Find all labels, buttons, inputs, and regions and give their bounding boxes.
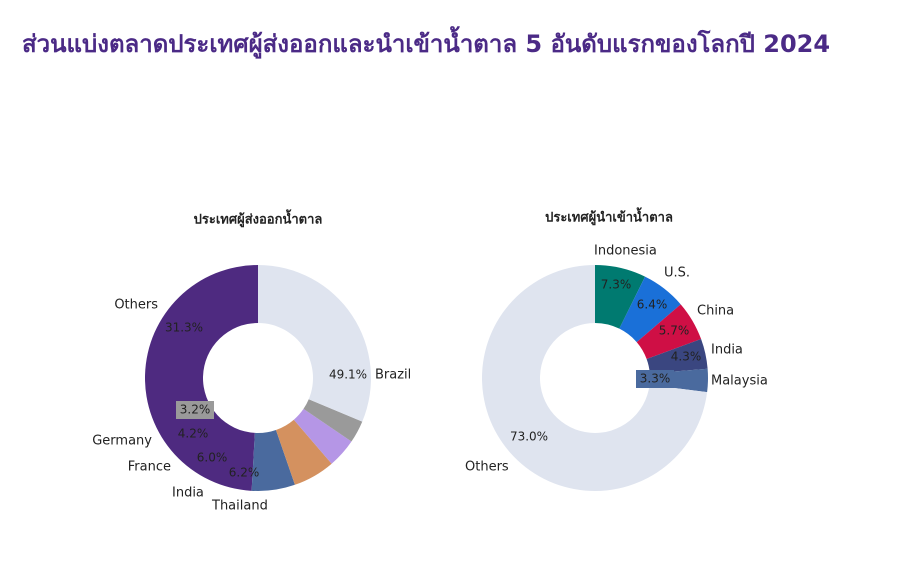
slice-label-others: Others [465, 460, 509, 475]
value-label-box [636, 370, 674, 388]
value-label-india: 4.3% [671, 350, 702, 364]
pie-slice-indonesia [595, 265, 646, 329]
slice-label-brazil: Brazil [375, 368, 411, 383]
slice-label-malaysia: Malaysia [711, 374, 768, 389]
value-label-france: 4.2% [178, 427, 209, 441]
slice-label-others: Others [114, 298, 158, 313]
pie-slice-india [646, 339, 708, 374]
slice-label-thailand: Thailand [211, 499, 268, 514]
value-label-u-s: 6.4% [637, 298, 668, 312]
value-label-germany: 3.2% [180, 403, 211, 417]
pie-slice-others [258, 265, 371, 422]
value-label-india: 6.0% [197, 451, 228, 465]
pie-slice-germany [303, 399, 363, 442]
import-donut-chart: ประเทศผู้นำเข้าน้ำตาล 7.3% Indonesia 6.4% U.… [465, 207, 768, 492]
slice-label-france: France [128, 460, 171, 475]
value-label-china: 5.7% [659, 324, 690, 338]
slice-label-india: India [172, 486, 204, 501]
slice-label-u-s: U.S. [664, 266, 690, 281]
pie-slice-thailand [251, 429, 295, 491]
pie-slice-brazil [145, 265, 258, 491]
pie-slice-india [275, 419, 332, 485]
chart-title: ประเทศผู้ส่งออกน้ำตาล [194, 209, 323, 228]
value-label-others: 31.3% [165, 321, 203, 335]
slice-label-indonesia: Indonesia [594, 244, 657, 259]
value-label-malaysia: 3.3% [640, 372, 671, 386]
slice-label-india: India [711, 343, 743, 358]
chart-title: ประเทศผู้นำเข้าน้ำตาล [545, 207, 673, 226]
value-label-thailand: 6.2% [229, 466, 260, 480]
slice-label-germany: Germany [92, 434, 152, 449]
value-label-brazil: 49.1% [329, 368, 367, 382]
value-label-indonesia: 7.3% [601, 278, 632, 292]
pie-slice-u-s [619, 276, 681, 343]
pie-slice-france [293, 408, 352, 464]
export-donut-chart: ประเทศผู้ส่งออกน้ำตาล 49.1% Brazil 6.2% Thai… [92, 209, 411, 514]
value-label-others: 73.0% [510, 430, 548, 444]
pie-slice-china [636, 304, 702, 360]
page-title: ส่วนแบ่งตลาดประเทศผู้ส่งออกและนำเข้าน้ำต… [22, 30, 831, 58]
value-label-box [176, 401, 214, 419]
slice-label-china: China [697, 304, 734, 319]
pie-slice-others [482, 265, 708, 492]
